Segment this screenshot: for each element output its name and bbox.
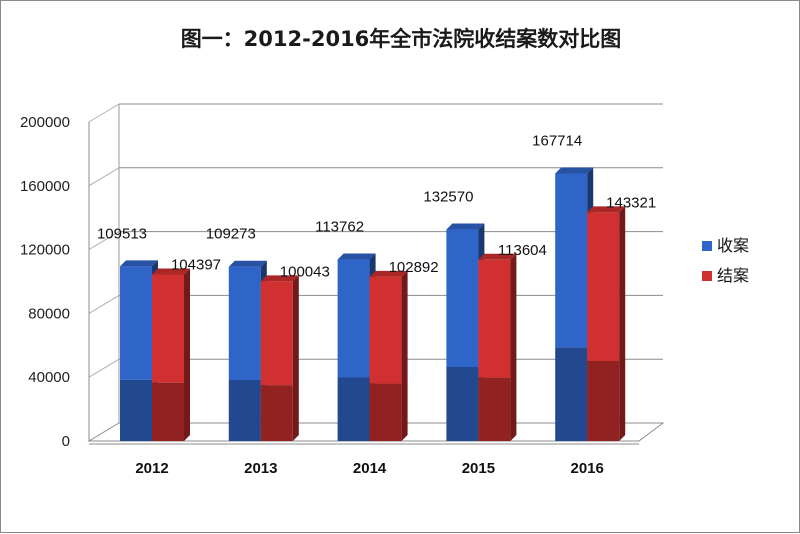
bar-shou-front-lower — [337, 377, 370, 441]
data-label-shou: 167714 — [532, 132, 582, 149]
bar-jie-side — [292, 275, 299, 441]
bar-jie-top — [369, 270, 408, 277]
bar-shou-top — [446, 223, 485, 230]
data-label-shou: 132570 — [423, 189, 473, 206]
bar-jie-front-lower — [587, 360, 620, 441]
gridline-side — [88, 358, 120, 378]
legend-label-jie: 结案 — [717, 266, 749, 285]
legend-label-shou: 收案 — [717, 236, 749, 255]
data-label-jie: 143321 — [606, 194, 656, 211]
data-label-jie: 113604 — [498, 242, 547, 259]
y-tick-label: 80000 — [28, 305, 70, 322]
bar-shou-front — [228, 266, 261, 380]
bar-jie-front-lower — [369, 383, 402, 441]
y-tick-label: 200000 — [20, 114, 70, 131]
bar-jie-top — [152, 268, 190, 275]
bar-jie-side — [619, 206, 626, 441]
gridline-side — [88, 167, 120, 187]
bar-jie-front — [260, 281, 293, 386]
bar-jie-front-lower — [260, 385, 293, 441]
data-label-jie: 104397 — [171, 256, 221, 273]
bar-shou-front-lower — [120, 379, 152, 441]
x-tick-label: 2015 — [462, 460, 495, 477]
bar-shou-front-lower — [228, 379, 261, 441]
bar-jie-front-lower — [478, 377, 511, 441]
gridline-side — [88, 103, 120, 123]
bar-jie-front-lower — [152, 382, 184, 441]
data-label-jie: 100043 — [280, 263, 330, 280]
bar-jie-front — [587, 212, 620, 361]
y-tick-label: 120000 — [20, 242, 70, 259]
legend-swatch-shou — [702, 241, 712, 251]
gridline-side — [88, 231, 120, 251]
bar-shou-front-lower — [555, 347, 588, 441]
y-tick-label: 40000 — [28, 369, 70, 386]
bar-shou-top — [337, 253, 376, 260]
bar-jie-front — [152, 274, 184, 383]
data-label-shou: 113762 — [315, 219, 364, 236]
x-tick-label: 2014 — [353, 460, 387, 477]
data-label-shou: 109273 — [206, 226, 256, 243]
legend-swatch-jie — [702, 271, 712, 281]
bar-jie-top — [587, 206, 626, 213]
chart-title: 图一：2012-2016年全市法院收结案数对比图 — [180, 27, 622, 51]
bar-jie-side — [510, 253, 517, 441]
bar-jie-side — [401, 270, 408, 441]
x-tick-label: 2012 — [135, 460, 168, 477]
x-tick-label: 2016 — [571, 460, 604, 477]
bar-jie-front — [478, 259, 511, 378]
bar-jie-front — [369, 276, 402, 384]
bar-jie-side — [184, 268, 190, 441]
bar-shou-top — [120, 260, 158, 267]
gridline-side — [88, 294, 120, 314]
y-tick-label: 160000 — [20, 178, 70, 195]
bar-jie-top — [478, 253, 517, 260]
bar-shou-top — [555, 167, 594, 174]
data-label-shou: 109513 — [97, 225, 147, 242]
bar-shou-front-lower — [446, 366, 479, 441]
bar-shou-front — [446, 229, 479, 367]
bar-shou-front — [337, 259, 370, 378]
data-label-jie: 102892 — [389, 259, 439, 276]
bar-shou-front — [555, 173, 588, 348]
bar-shou-front — [120, 266, 152, 380]
bar-jie-top — [260, 275, 299, 282]
y-tick-label: 0 — [62, 433, 70, 450]
x-tick-label: 2013 — [244, 460, 277, 477]
bar-shou-top — [228, 260, 267, 267]
